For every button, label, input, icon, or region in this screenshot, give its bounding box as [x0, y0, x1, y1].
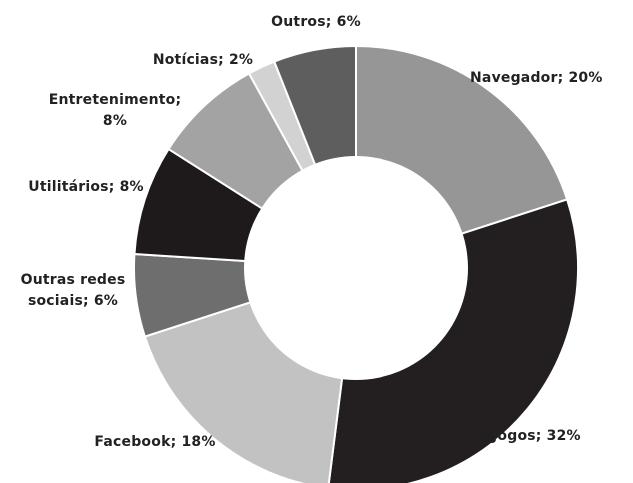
label-outras-redes-line1: Outras redes: [21, 272, 126, 288]
label-entretenimento-line1: Entretenimento;: [49, 92, 182, 108]
donut-hole: [244, 156, 468, 380]
label-jogos: Jogos; 32%: [491, 428, 581, 444]
label-entretenimento-line2: 8%: [103, 113, 127, 129]
label-navegador: Navegador; 20%: [470, 70, 603, 86]
labels-group: Navegador; 20% Jogos; 32% Facebook; 18% …: [21, 14, 603, 450]
label-outros: Outros; 6%: [271, 14, 361, 30]
label-outras-redes-line2: sociais; 6%: [28, 293, 118, 309]
label-utilitarios: Utilitários; 8%: [28, 179, 144, 195]
label-noticias: Notícias; 2%: [153, 52, 253, 68]
label-facebook: Facebook; 18%: [94, 434, 215, 450]
